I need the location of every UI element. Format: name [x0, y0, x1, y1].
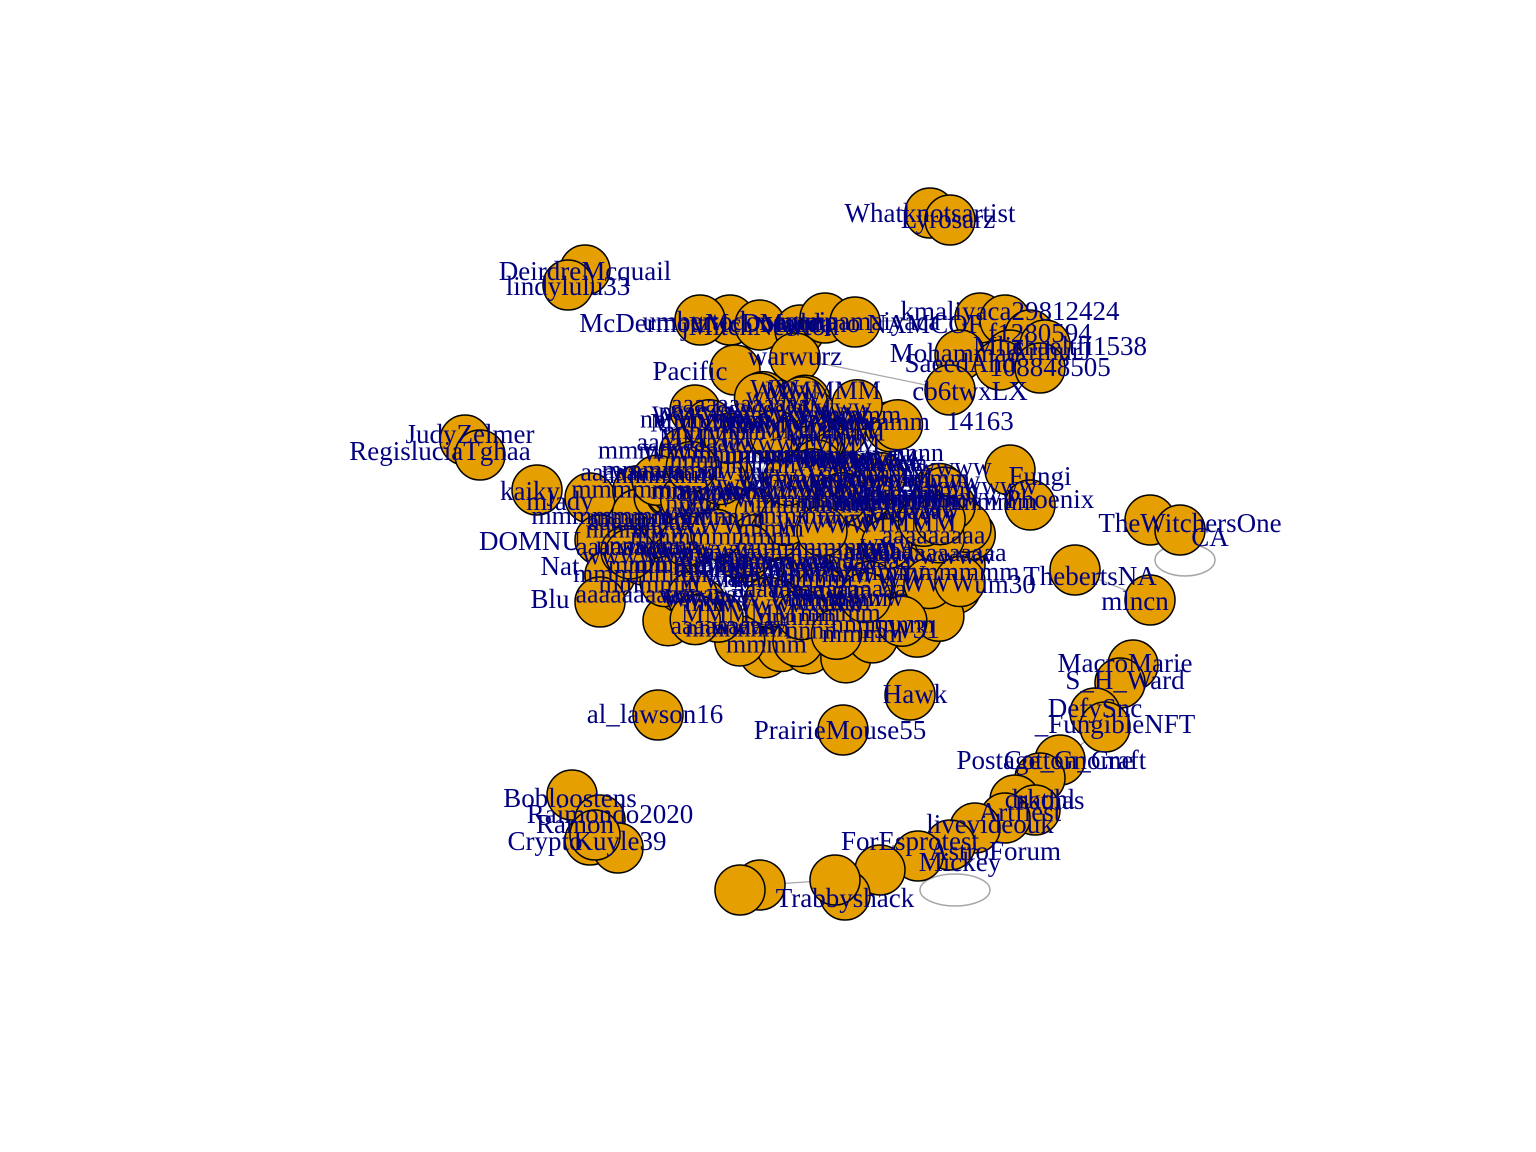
overlapping-node-label: wwwwwwww: [728, 547, 878, 576]
node-label: Blu: [530, 584, 570, 614]
overlapping-node-label: nnnn: [665, 488, 717, 517]
node-label: warwurz: [748, 341, 842, 371]
node-label: PrairieMouse55: [754, 715, 926, 745]
node-label: lindylulu33: [506, 271, 631, 301]
node-label: _FungibleNFT: [1034, 709, 1196, 739]
overlapping-node-label: mmmmm: [771, 575, 872, 604]
overlapping-node-label: mmmm: [589, 503, 670, 532]
overlapping-node-label: nnnnnnnn: [831, 610, 935, 639]
overlapping-node-label: nnnnnnnn: [663, 416, 767, 445]
node-label: cb6twxLX: [912, 376, 1028, 406]
node-label: Cotton_Craft: [1004, 745, 1147, 775]
overlapping-node-label: mm: [685, 588, 725, 617]
overlapping-node-label: WWWW: [771, 402, 870, 431]
node-label: Crypto: [507, 826, 582, 856]
node-label: Lyrosarz: [901, 204, 995, 234]
graph-node: [715, 865, 765, 915]
graph-labels: WhatknotsartistLyrosarzDeirdreMcquaillin…: [349, 198, 1281, 913]
node-label: mlncn: [1101, 586, 1169, 616]
overlapping-node-label: WW: [750, 374, 800, 403]
node-label: 14163: [946, 406, 1014, 436]
node-label: NAMCOF: [867, 309, 983, 339]
node-label: Kuyle39: [574, 826, 667, 856]
node-label: RegisluciaTghaa: [349, 436, 530, 466]
node-label: Mickey: [919, 847, 1002, 877]
overlapping-node-label: nnnnnn: [718, 450, 796, 479]
node-label: S_H_Ward: [1065, 665, 1185, 695]
node-label: Hawk: [883, 679, 948, 709]
node-label: CA: [1191, 522, 1229, 552]
node-label: al_lawson16: [587, 699, 723, 729]
overlapping-node-label: wwwwwwwwww: [793, 465, 981, 494]
overlapping-node-label: aaaaaaaaaaaa: [580, 458, 719, 487]
self-loop-edge: [920, 874, 990, 906]
node-label: Pacific: [653, 356, 728, 386]
node-label: TheWitchersOne: [1098, 508, 1281, 538]
node-label: Trabbyshack: [776, 883, 915, 913]
